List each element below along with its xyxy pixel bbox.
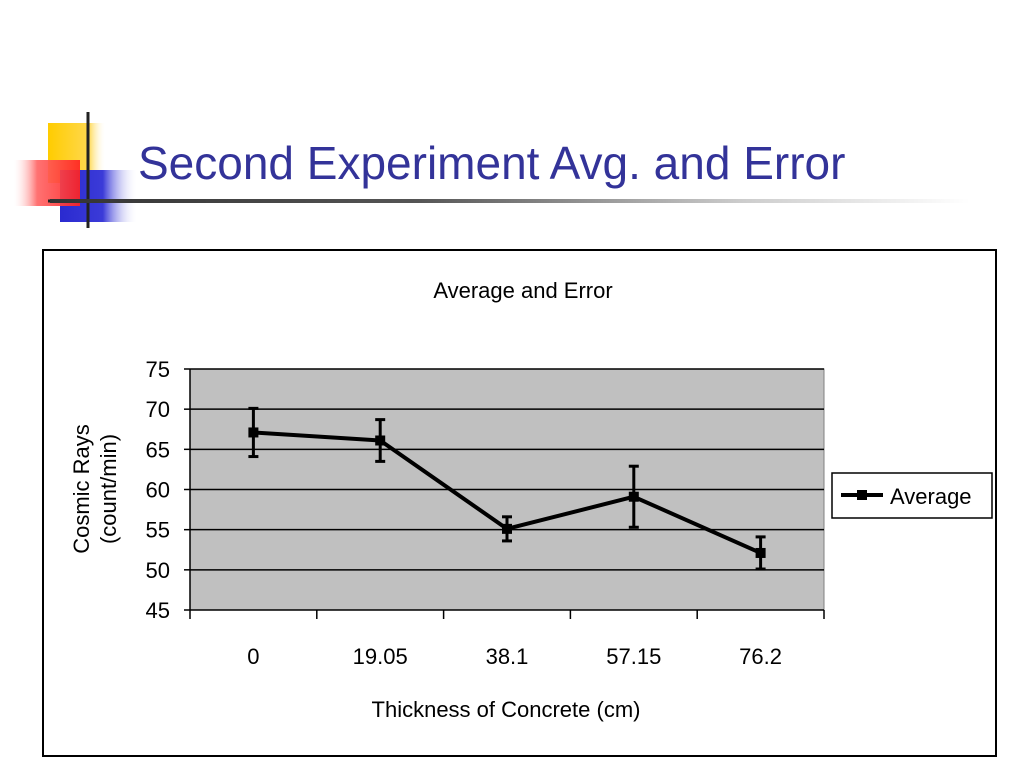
chart-frame: Average and Error 45 50 55 60 65 70 75 0 19.05 38… (42, 249, 997, 757)
y-tick-label: 60 (146, 478, 170, 503)
y-axis-label: Cosmic Rays (count/min) (69, 424, 121, 554)
chart-title: Average and Error (433, 278, 612, 303)
y-axis-label-line-2: (count/min) (96, 434, 121, 544)
logo-red-square (14, 160, 80, 206)
y-tick-label: 65 (146, 437, 170, 462)
y-tick-label: 50 (146, 558, 170, 583)
x-axis-label: Thickness of Concrete (cm) (372, 697, 641, 722)
data-point (248, 427, 259, 438)
legend: Average (831, 472, 993, 519)
data-point (502, 523, 512, 534)
legend-label: Average (890, 484, 972, 509)
slide-logo (14, 112, 138, 228)
y-tick-label: 70 (146, 397, 170, 422)
average-error-chart: Average and Error 45 50 55 60 65 70 75 0 19.05 38… (69, 278, 993, 722)
x-tick-label: 76.2 (739, 644, 782, 669)
data-point (755, 547, 766, 558)
slide-title: Second Experiment Avg. and Error (138, 137, 846, 189)
x-tick-label: 38.1 (486, 644, 529, 669)
plot-area: 45 50 55 60 65 70 75 0 19.05 38.1 57.15 76.2 (146, 357, 825, 669)
y-tick-label: 75 (146, 357, 170, 382)
legend-marker (857, 490, 867, 500)
title-divider (50, 199, 970, 203)
x-tick-label: 19.05 (353, 644, 408, 669)
y-tick-label: 45 (146, 598, 170, 623)
data-point (375, 435, 386, 446)
y-axis-label-line-1: Cosmic Rays (69, 424, 94, 554)
data-point (628, 491, 639, 502)
y-tick-label: 55 (146, 518, 170, 543)
x-tick-label: 57.15 (606, 644, 661, 669)
x-tick-label: 0 (247, 644, 259, 669)
